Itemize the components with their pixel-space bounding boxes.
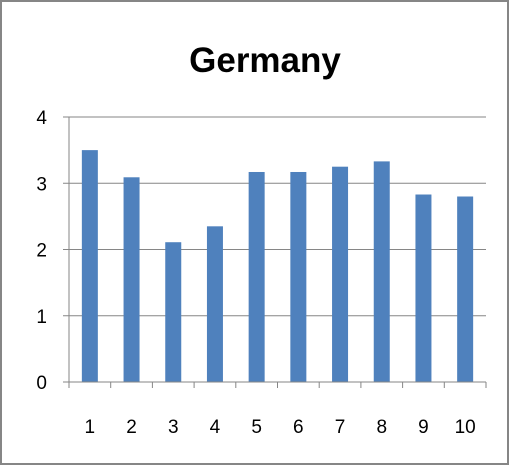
- bar-4: [206, 226, 223, 382]
- y-tick-label: 3: [36, 174, 47, 195]
- x-tick-label: 3: [168, 417, 179, 438]
- axes: [63, 116, 487, 388]
- bar-9: [415, 194, 432, 382]
- y-tick-label: 4: [36, 108, 47, 129]
- chart-title: Germany: [189, 41, 341, 80]
- bar-7: [332, 166, 349, 382]
- x-tick-label: 5: [251, 417, 262, 438]
- y-tick-labels: 0 1 2 3 4: [36, 108, 47, 394]
- x-tick-label: 8: [376, 417, 387, 438]
- x-tick-label: 7: [335, 417, 346, 438]
- bars: [81, 150, 474, 382]
- x-tick-labels: 1 2 3 4 5 6 7 8 9 10: [85, 417, 476, 438]
- bar-3: [165, 242, 182, 382]
- bar-10: [457, 196, 474, 382]
- x-tick-label: 9: [418, 417, 429, 438]
- x-tick-label: 10: [455, 417, 476, 438]
- bar-5: [248, 171, 265, 382]
- y-tick-label: 2: [36, 241, 47, 262]
- bar-2: [123, 177, 140, 382]
- y-tick-label: 1: [36, 307, 47, 328]
- x-tick-label: 1: [85, 417, 96, 438]
- x-tick-label: 2: [126, 417, 137, 438]
- bar-6: [290, 171, 307, 382]
- x-tick-label: 4: [210, 417, 221, 438]
- x-tick-label: 6: [293, 417, 304, 438]
- y-tick-label: 0: [36, 373, 47, 394]
- bar-1: [81, 150, 98, 382]
- bar-8: [373, 161, 390, 382]
